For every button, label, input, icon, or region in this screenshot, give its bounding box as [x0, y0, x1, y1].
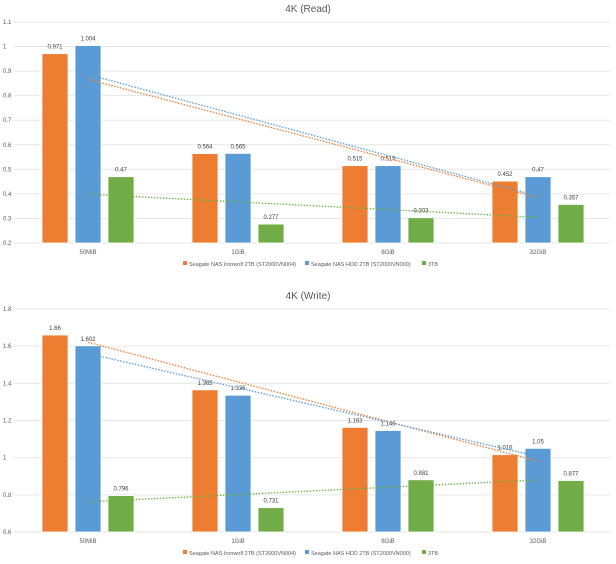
bar-2: [557, 480, 585, 533]
chart-title: 4K (Write): [286, 291, 331, 302]
data-label: 1.66: [49, 326, 61, 332]
legend-swatch: [183, 550, 187, 554]
bar-0: [191, 153, 219, 244]
data-label: 0.47: [115, 168, 127, 174]
trendline-2: [87, 193, 539, 218]
data-label: 1.004: [80, 37, 96, 43]
trendline-0: [87, 78, 539, 199]
data-label: 0.877: [563, 472, 579, 478]
x-tick-label: 8GiB: [381, 539, 394, 545]
legend-label: Seagate NAS Ironwolf 2TB (ST2000VN004): [189, 551, 296, 557]
data-label: 1.146: [380, 422, 396, 428]
y-tick-label: 0.3: [3, 216, 12, 222]
y-tick-label: 0.9: [3, 69, 12, 75]
y-tick-label: 1: [3, 45, 7, 51]
data-label: 0.731: [263, 499, 279, 505]
y-tick-label: 0.6: [3, 143, 12, 149]
bar-2: [557, 204, 585, 244]
legend-label: 3TB: [428, 262, 438, 268]
bar-1: [374, 165, 402, 244]
legend-label: Seagate NAS HDD 2TB (ST2000VN000): [311, 262, 411, 268]
data-label: 0.564: [197, 145, 213, 151]
bar-2: [407, 217, 435, 244]
bar-1: [224, 152, 252, 244]
legend-swatch: [305, 550, 309, 554]
data-label: 0.452: [497, 172, 513, 178]
bar-2: [257, 223, 285, 244]
y-tick-label: 1.4: [3, 381, 12, 387]
trendline-0: [87, 341, 539, 462]
y-tick-label: 0.8: [3, 493, 12, 499]
bar-0: [491, 454, 519, 533]
data-label: 0.971: [47, 45, 63, 51]
y-tick-label: 1: [3, 456, 7, 462]
data-label: 1.05: [532, 439, 544, 445]
data-label: 0.565: [230, 144, 246, 150]
data-label: 0.47: [532, 168, 544, 174]
bar-1: [224, 394, 252, 533]
bar-2: [257, 507, 285, 533]
data-label: 0.277: [263, 215, 279, 221]
data-label: 0.881: [413, 471, 429, 477]
chart-title: 4K (Read): [285, 4, 331, 15]
y-tick-label: 1.1: [3, 20, 12, 26]
x-tick-label: 1GiB: [231, 539, 244, 545]
y-tick-label: 0.8: [3, 94, 12, 100]
data-label: 0.796: [113, 487, 129, 493]
bar-1: [524, 176, 552, 244]
bar-1: [74, 45, 102, 244]
y-tick-label: 0.2: [3, 241, 12, 247]
bar-1: [524, 447, 552, 533]
data-label: 0.515: [347, 157, 363, 163]
y-tick-label: 0.7: [3, 118, 12, 124]
legend-swatch: [422, 261, 426, 265]
data-label: 1.163: [347, 418, 363, 424]
y-tick-label: 1.2: [3, 419, 12, 425]
legend-label: Seagate NAS Ironwolf 2TB (ST2000VN004): [189, 262, 296, 268]
y-tick-label: 0.4: [3, 192, 12, 198]
data-label: 1.365: [197, 381, 213, 387]
legend-swatch: [183, 261, 187, 265]
y-tick-label: 1.6: [3, 344, 12, 350]
bar-1: [374, 430, 402, 533]
data-label: 1.016: [497, 446, 513, 452]
data-label: 0.515: [380, 157, 396, 163]
y-tick-label: 1.8: [3, 307, 12, 313]
chart-write: 4K (Write) 0.6 0.8 1 1.2 1.4 1.6 1.8 50MiB 1GiB 8G…: [3, 291, 610, 557]
bar-0: [341, 426, 369, 533]
legend-label: Seagate NAS HDD 2TB (ST2000VN000): [311, 551, 411, 557]
data-label: 0.357: [563, 195, 579, 201]
bar-2: [107, 495, 135, 533]
bar-0: [341, 165, 369, 244]
legend-swatch: [305, 261, 309, 265]
trendline-1: [87, 352, 539, 458]
x-tick-label: 32GiB: [530, 250, 547, 256]
bar-0: [41, 334, 69, 533]
bar-0: [191, 389, 219, 533]
y-tick-label: 0.6: [3, 530, 12, 536]
bar-2: [107, 176, 135, 244]
data-label: 1.336: [230, 386, 246, 392]
bar-2: [407, 479, 435, 533]
bar-0: [491, 180, 519, 244]
bar-0: [41, 53, 69, 244]
x-tick-label: 50MiB: [79, 250, 96, 256]
x-tick-label: 8GiB: [381, 250, 394, 256]
chart-read: 4K (Read) 0.2 0.3 0.4 0.5 0.6 0.7 0.8 0.9 1 1.1 50M…: [3, 4, 610, 268]
bar-1: [74, 345, 102, 533]
legend-label: 3TB: [428, 551, 438, 557]
x-tick-label: 32GiB: [530, 539, 547, 545]
trendline-2: [87, 479, 539, 503]
trendline-1: [87, 73, 539, 197]
legend-swatch: [422, 550, 426, 554]
x-tick-label: 1GiB: [231, 250, 244, 256]
data-label: 1.602: [80, 337, 96, 343]
y-tick-label: 0.5: [3, 167, 12, 173]
x-tick-label: 50MiB: [79, 539, 96, 545]
